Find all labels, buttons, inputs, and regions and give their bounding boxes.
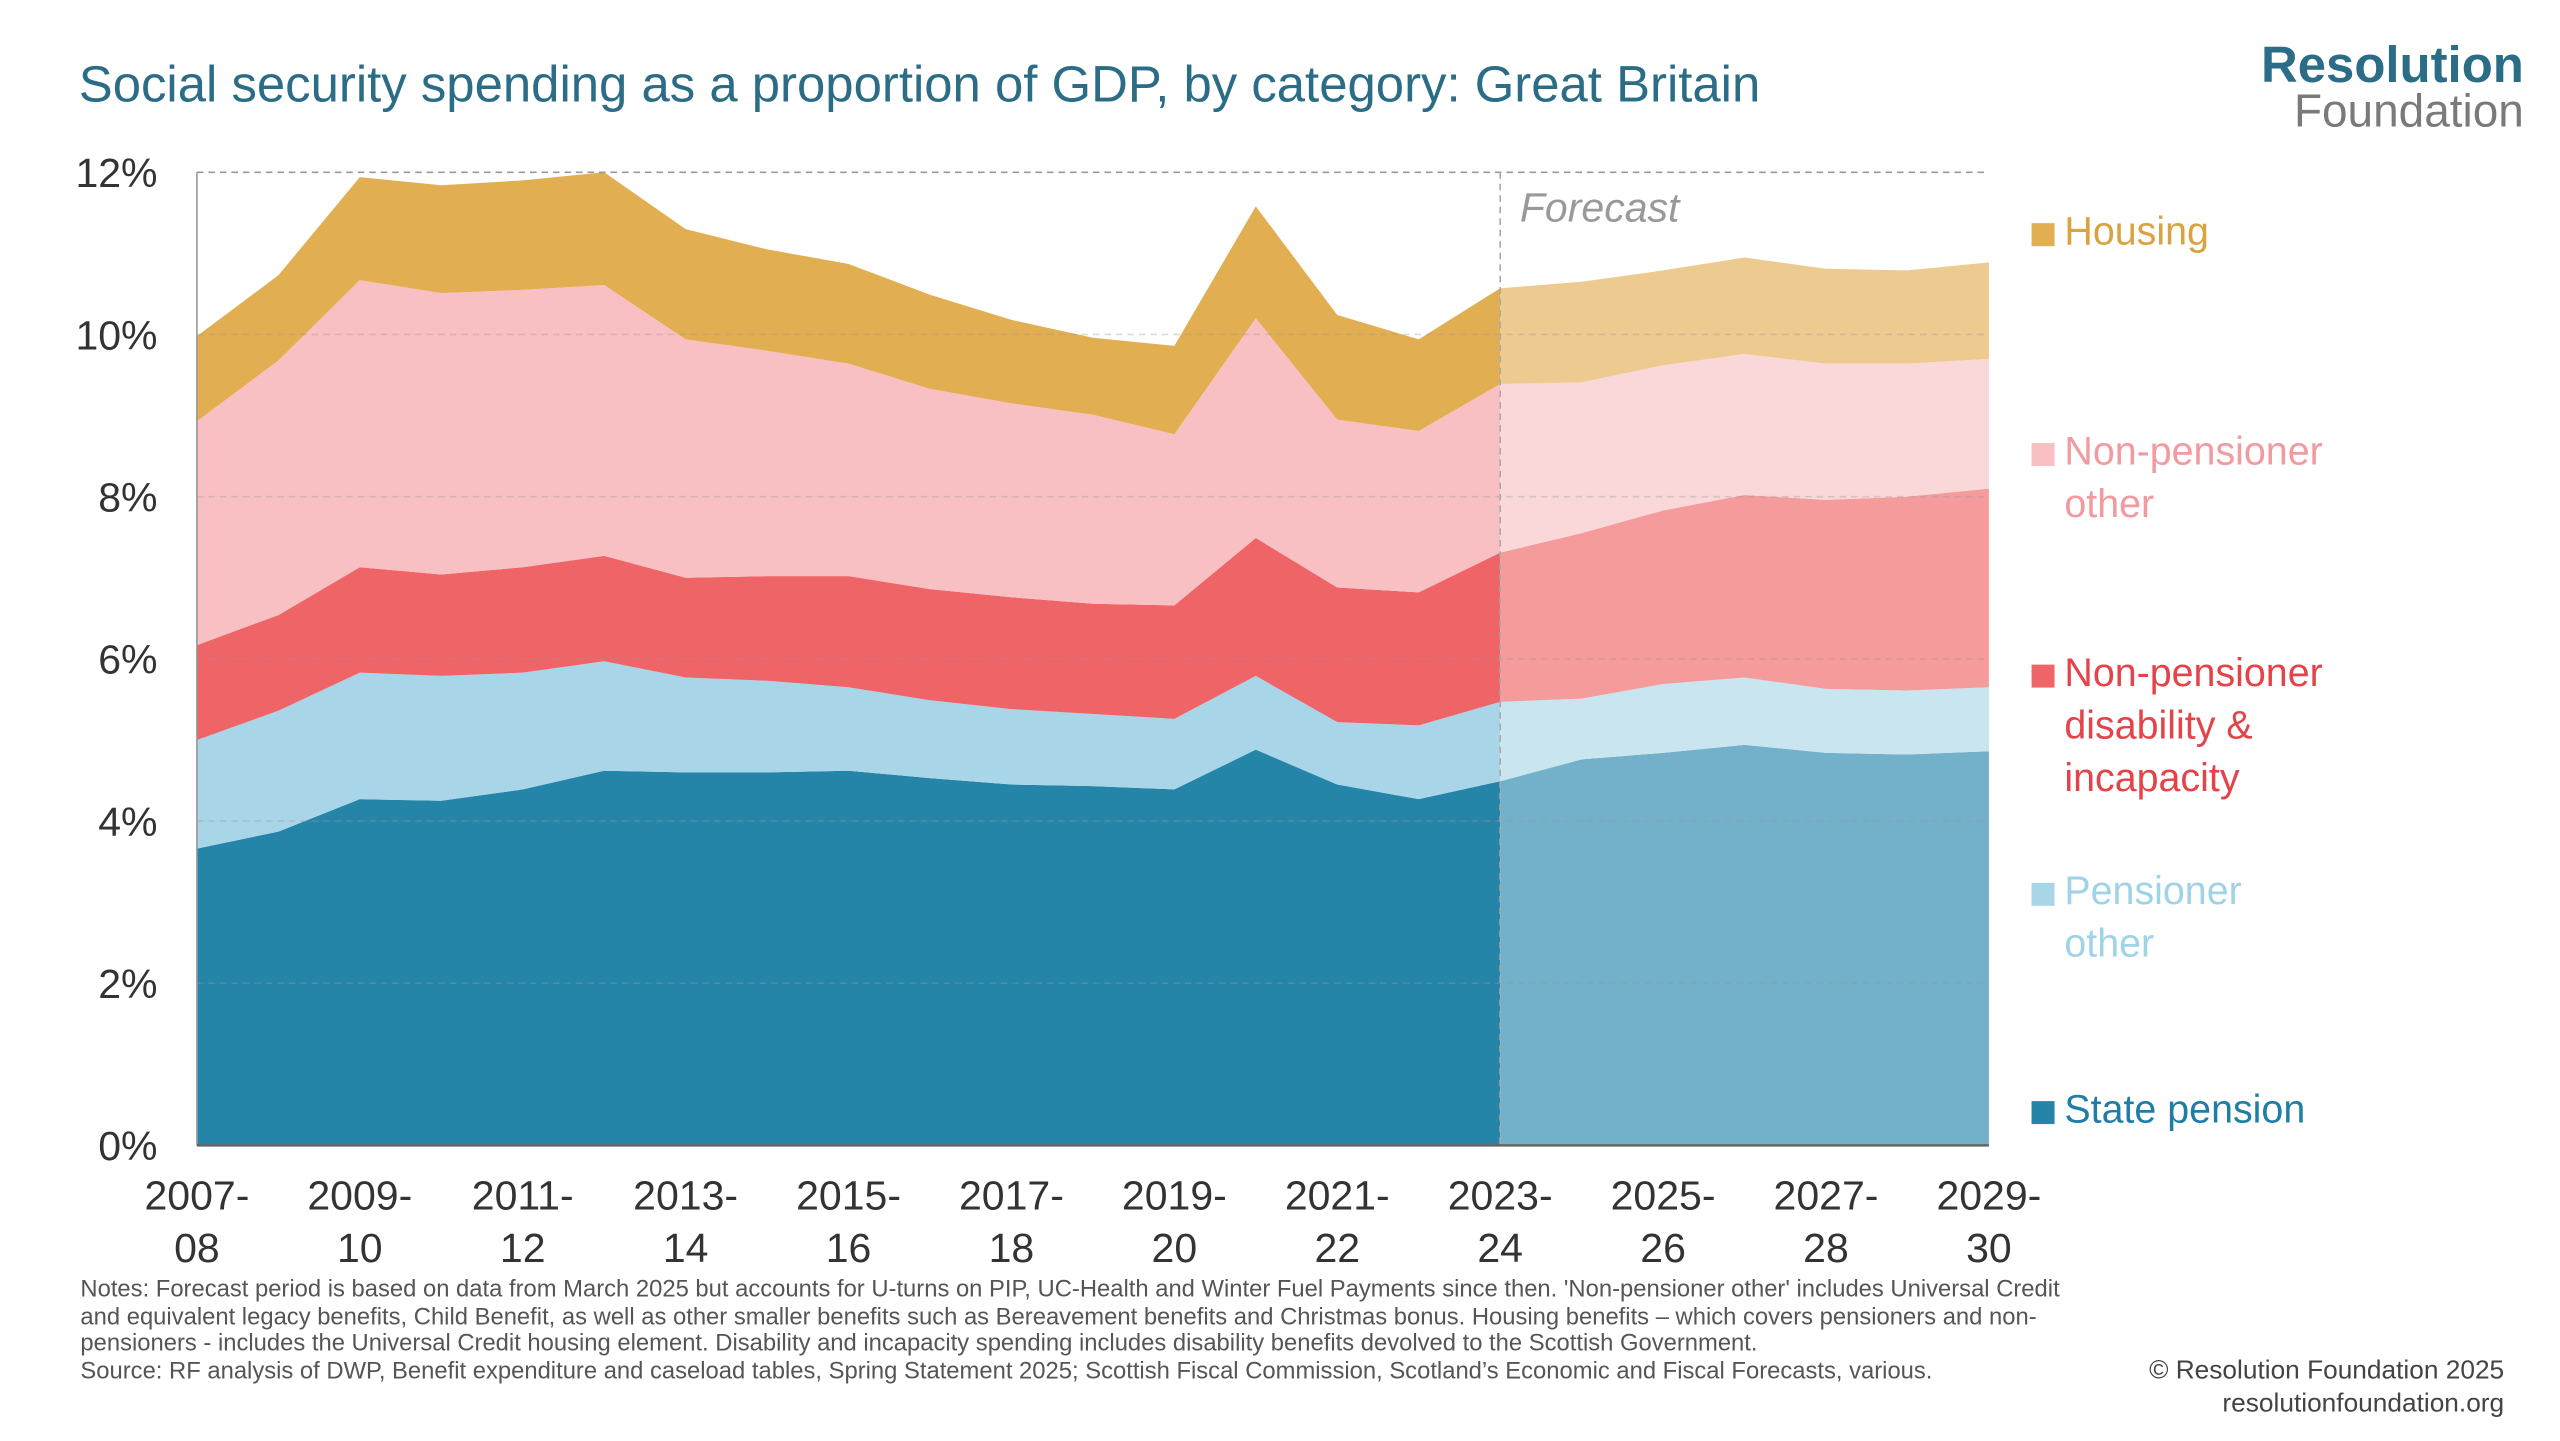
- legend-pensioner-other: Pensioner other: [2031, 866, 2393, 971]
- logo-line2: Foundation: [2293, 85, 2524, 137]
- legend-housing: Housing: [2031, 207, 2393, 260]
- legend-label: disability &: [2064, 703, 2253, 749]
- x-tick-label: 2009-: [307, 1172, 412, 1218]
- area-pensioner-other-forecast: [1500, 677, 1989, 782]
- x-tick-label: 10: [337, 1225, 383, 1271]
- legend-label: Housing: [2064, 210, 2209, 255]
- legend-swatch: [2031, 443, 2055, 467]
- legend-state-pension: State pension: [2031, 1085, 2393, 1138]
- legend-swatch: [2031, 1101, 2055, 1125]
- x-tick-label: 2019-: [1122, 1172, 1227, 1218]
- legend-label: Non-pensioner: [2064, 429, 2323, 475]
- y-tick-label: 6%: [98, 637, 157, 683]
- legend-label: other: [2064, 482, 2155, 527]
- y-tick-label: 10%: [75, 312, 157, 358]
- notes-text: Notes: Forecast period is based on data …: [80, 1276, 2060, 1358]
- x-tick-label: 2013-: [633, 1172, 738, 1218]
- area-pensioner-other-actual: [196, 661, 1501, 849]
- copyright-block: © Resolution Foundation 2025 resolutionf…: [2149, 1355, 2504, 1421]
- x-tick-label: 26: [1640, 1225, 1686, 1271]
- copyright: © Resolution Foundation 2025: [2149, 1357, 2505, 1386]
- x-tick-label: 14: [663, 1225, 709, 1271]
- resolution-foundation-logo: Resolution Foundation: [2261, 36, 2524, 137]
- x-tick-label: 2017-: [959, 1172, 1064, 1218]
- legend-swatch: [2031, 223, 2055, 247]
- x-tick-label: 08: [174, 1225, 220, 1271]
- legend-label: State pension: [2064, 1087, 2306, 1133]
- x-tick-label: 30: [1966, 1225, 2012, 1271]
- legend-swatch: [2031, 882, 2055, 906]
- x-tick-label: 2007-: [144, 1172, 249, 1218]
- area-housing-forecast: [1500, 257, 1989, 384]
- area-non-pensioner-other-actual: [196, 280, 1501, 646]
- x-tick-label: 24: [1477, 1225, 1523, 1271]
- area-state-pension-forecast: [1500, 744, 1989, 1146]
- x-tick-label: 20: [1152, 1225, 1198, 1271]
- y-tick-label: 12%: [75, 150, 157, 196]
- legend-label: Pensioner: [2064, 869, 2242, 915]
- x-tick-label: 22: [1314, 1225, 1360, 1271]
- x-tick-label: 2023-: [1448, 1172, 1553, 1218]
- area-state-pension-actual: [196, 749, 1501, 1146]
- chart-title: Social security spending as a proportion…: [78, 55, 1761, 114]
- x-tick-label: 2011-: [472, 1172, 574, 1218]
- y-tick-label: 4%: [98, 799, 157, 845]
- legend-disability: Non-pensioner disability & incapacity: [2031, 648, 2393, 806]
- area-non-pensioner-disability-incapacity-forecast: [1500, 488, 1989, 702]
- area-non-pensioner-other-forecast: [1500, 353, 1989, 553]
- y-tick-label: 2%: [98, 961, 157, 1007]
- logo-line1: Resolution: [2261, 36, 2524, 94]
- legend-non-pensioner-other: Non-pensioner other: [2031, 427, 2393, 532]
- x-tick-label: 28: [1803, 1225, 1849, 1271]
- y-tick-label: 0%: [98, 1123, 157, 1169]
- x-tick-label: 2015-: [796, 1172, 901, 1218]
- x-tick-label: 2027-: [1774, 1172, 1879, 1218]
- x-tick-label: 2021-: [1285, 1172, 1390, 1218]
- area-housing-actual: [196, 172, 1501, 435]
- legend-swatch: [2031, 664, 2055, 688]
- forecast-label: Forecast: [1520, 185, 1681, 231]
- area-non-pensioner-disability-incapacity-actual: [196, 538, 1501, 740]
- x-tick-label: 18: [989, 1225, 1035, 1271]
- x-tick-label: 16: [826, 1225, 872, 1271]
- website-link[interactable]: resolutionfoundation.org: [2222, 1389, 2505, 1418]
- notes: Notes: Forecast period is based on data …: [80, 1277, 2082, 1385]
- legend-label: other: [2064, 922, 2155, 967]
- legend-label: incapacity: [2064, 756, 2240, 801]
- x-tick-label: 2025-: [1611, 1172, 1716, 1218]
- y-tick-label: 8%: [98, 474, 157, 520]
- legend-label: Non-pensioner: [2064, 651, 2323, 696]
- x-tick-label: 12: [500, 1225, 546, 1271]
- x-tick-label: 2029-: [1936, 1172, 2041, 1218]
- source-text: Source: RF analysis of DWP, Benefit expe…: [80, 1357, 1933, 1385]
